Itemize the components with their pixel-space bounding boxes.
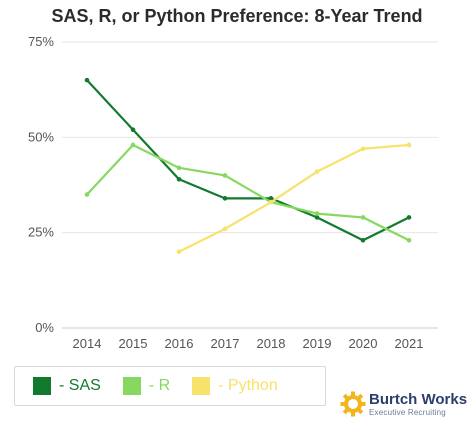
data-point [360, 215, 366, 220]
data-point [130, 127, 136, 133]
logo-name: Burtch Works [369, 390, 468, 408]
x-tick-label: 2019 [303, 336, 332, 351]
data-point [176, 249, 182, 255]
legend-item: - R [122, 377, 171, 395]
gridlines [62, 41, 438, 329]
chart-title: SAS, R, or Python Preference: 8-Year Tre… [51, 6, 423, 26]
data-point [406, 215, 412, 220]
series-line [85, 79, 411, 242]
series-lines [84, 77, 412, 255]
x-tick-label: 2021 [395, 336, 424, 351]
data-point [176, 176, 182, 182]
y-tick-label: 50% [28, 129, 54, 144]
legend-swatch [192, 377, 211, 395]
x-tick-label: 2017 [211, 336, 240, 351]
series-line [85, 143, 411, 242]
series-group [84, 77, 412, 243]
data-point [130, 142, 136, 148]
data-point [222, 173, 228, 178]
data-point [314, 169, 320, 174]
line-chart: 0% 25% 50% 75% 2014 2015 2016 2017 2018 2019 2020… [28, 34, 438, 351]
legend-swatch [33, 377, 51, 395]
y-tick-label: 25% [28, 225, 54, 240]
data-point [222, 196, 228, 201]
data-point [360, 146, 366, 152]
x-axis-ticks: 2014 2015 2016 2017 2018 2019 2020 2021 [73, 336, 424, 351]
x-tick-label: 2016 [165, 336, 194, 351]
data-point [360, 237, 366, 243]
series-group [84, 142, 412, 243]
data-point [406, 142, 412, 148]
x-tick-label: 2015 [119, 336, 148, 351]
y-tick-label: 75% [28, 34, 54, 49]
legend-label: - Python [218, 377, 278, 394]
data-point [268, 199, 274, 205]
y-tick-label: 0% [35, 320, 54, 335]
data-point [222, 226, 228, 232]
series-line [177, 143, 411, 253]
legend-label: - SAS [59, 377, 101, 394]
legend: - SAS - R - Python [14, 366, 326, 406]
gear-icon [340, 391, 366, 417]
data-point [84, 192, 90, 197]
legend-item: - SAS [33, 377, 101, 395]
logo-tagline: Executive Recruiting [369, 407, 446, 417]
legend-item: - Python [192, 377, 278, 395]
data-point [268, 196, 274, 201]
data-point [314, 211, 320, 216]
data-point [314, 215, 320, 220]
data-point [406, 237, 412, 243]
y-axis-ticks: 0% 25% 50% 75% [28, 34, 54, 335]
data-point [176, 165, 182, 171]
data-point [84, 77, 90, 83]
x-tick-label: 2020 [349, 336, 378, 351]
series-group [176, 142, 412, 255]
legend-label: - R [148, 377, 171, 394]
burtch-works-logo: Burtch Works Executive Recruiting [340, 386, 470, 422]
x-tick-label: 2018 [257, 336, 286, 351]
x-tick-label: 2014 [73, 336, 102, 351]
legend-swatch [122, 377, 141, 395]
